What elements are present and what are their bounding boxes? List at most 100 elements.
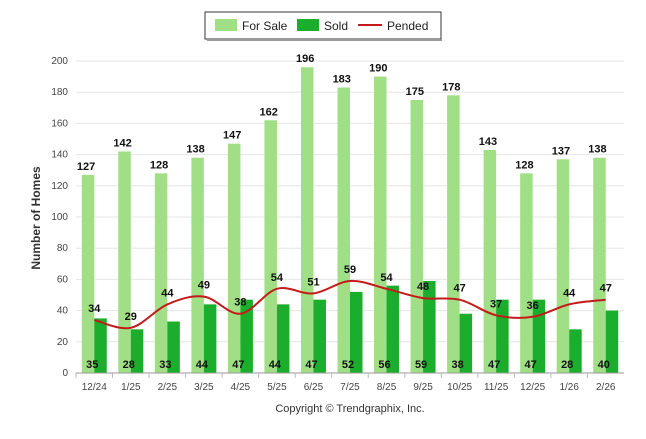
label-sold-2-26: 40: [598, 359, 610, 371]
x-tick-5-25: 5/25: [267, 382, 287, 393]
label-for-sale-5-25: 162: [260, 106, 278, 118]
label-for-sale-6-25: 196: [296, 53, 314, 65]
bar-sold-12-25: [532, 299, 546, 373]
label-sold-2-25: 33: [159, 359, 171, 371]
label-pended-8-25: 54: [380, 272, 393, 284]
bar-for-sale-12-24: [81, 174, 95, 373]
label-pended-10-25: 47: [453, 283, 465, 295]
bar-sold-1-25: [130, 329, 144, 373]
label-sold-4-25: 47: [232, 359, 244, 371]
x-tick-2-26: 2/26: [596, 382, 616, 393]
bar-for-sale-1-26: [556, 159, 570, 373]
label-sold-12-25: 47: [525, 359, 537, 371]
bar-for-sale-1-25: [118, 151, 131, 373]
legend-label-sold: Sold: [324, 19, 348, 33]
x-tick-1-25: 1/25: [121, 382, 141, 393]
bar-for-sale-9-25: [410, 100, 424, 373]
label-pended-4-25: 38: [234, 297, 246, 309]
bar-for-sale-10-25: [447, 95, 460, 373]
bar-sold-3-25: [203, 304, 217, 373]
bar-sold-1-26: [569, 329, 582, 373]
label-sold-1-26: 28: [561, 359, 573, 371]
label-for-sale-4-25: 147: [223, 130, 241, 142]
label-pended-1-26: 44: [563, 287, 576, 299]
label-pended-3-25: 49: [198, 280, 210, 292]
y-tick-80: 80: [57, 243, 69, 254]
legend-box: [204, 11, 442, 40]
label-sold-5-25: 44: [269, 359, 282, 371]
bar-sold-8-25: [386, 285, 400, 373]
legend-swatch-for-sale: [215, 19, 237, 31]
label-for-sale-7-25: 183: [333, 74, 351, 86]
legend-label-for-sale: For Sale: [242, 19, 288, 33]
axes: 0 20 40 60 80 100 120 140 160 180 200 12/24 1/25 2/25…: [51, 56, 624, 393]
y-tick-120: 120: [51, 181, 68, 192]
x-tick-3-25: 3/25: [194, 382, 214, 393]
y-tick-160: 160: [51, 118, 68, 129]
label-sold-9-25: 59: [415, 359, 427, 371]
data-labels: 127 35 142 28 128 33 138 44 147 47 162 44 196 47 183 52…: [77, 53, 612, 371]
bar-sold-2-25: [167, 321, 180, 373]
y-tick-0: 0: [62, 368, 68, 379]
label-sold-1-25: 28: [123, 359, 135, 371]
label-sold-10-25: 38: [451, 359, 463, 371]
x-tick-7-25: 7/25: [340, 382, 360, 393]
x-tick-12-25: 12/25: [520, 382, 545, 393]
label-for-sale-11-25: 143: [479, 136, 497, 148]
bar-sold-7-25: [350, 291, 363, 373]
label-pended-12-24: 34: [88, 303, 101, 315]
label-sold-7-25: 52: [342, 359, 354, 371]
bars: [81, 67, 619, 374]
x-tick-12-24: 12/24: [82, 382, 107, 393]
label-pended-2-25: 44: [161, 287, 174, 299]
label-pended-1-25: 29: [125, 311, 137, 323]
bar-for-sale-4-25: [227, 143, 241, 373]
y-tick-100: 100: [51, 212, 68, 223]
label-for-sale-9-25: 175: [406, 86, 424, 98]
bar-sold-12-24: [94, 318, 107, 373]
label-pended-9-25: 48: [417, 281, 429, 293]
label-for-sale-1-25: 142: [113, 137, 131, 149]
label-for-sale-12-25: 128: [515, 159, 533, 171]
label-pended-2-26: 47: [600, 283, 612, 295]
y-tick-200: 200: [51, 56, 68, 67]
bar-for-sale-2-25: [154, 173, 168, 373]
x-tick-8-25: 8/25: [377, 382, 397, 393]
bar-sold-6-25: [313, 299, 326, 373]
y-tick-60: 60: [57, 274, 69, 285]
bar-sold-10-25: [459, 313, 473, 373]
x-tick-11-25: 11/25: [484, 382, 509, 393]
label-for-sale-1-26: 137: [552, 145, 570, 157]
label-pended-12-25: 36: [527, 300, 539, 312]
label-for-sale-2-25: 128: [150, 159, 168, 171]
label-for-sale-8-25: 190: [369, 63, 387, 75]
label-sold-11-25: 47: [488, 359, 500, 371]
x-tick-4-25: 4/25: [231, 382, 251, 393]
bar-for-sale-12-25: [520, 173, 533, 373]
x-tick-1-26: 1/26: [559, 382, 579, 393]
bar-for-sale-7-25: [337, 87, 350, 374]
label-for-sale-2-26: 138: [588, 144, 606, 156]
x-tick-9-25: 9/25: [413, 382, 433, 393]
label-sold-12-24: 35: [86, 359, 98, 371]
label-pended-6-25: 51: [307, 276, 319, 288]
bar-sold-2-26: [605, 310, 619, 373]
label-pended-5-25: 54: [271, 272, 284, 284]
y-tick-180: 180: [51, 87, 68, 98]
bar-for-sale-5-25: [264, 120, 277, 373]
bar-for-sale-11-25: [483, 149, 497, 373]
y-tick-40: 40: [57, 306, 69, 317]
label-sold-8-25: 56: [378, 359, 390, 371]
label-for-sale-3-25: 138: [186, 144, 204, 156]
label-for-sale-12-24: 127: [77, 161, 95, 173]
pended-line-layer: [94, 279, 606, 330]
y-tick-140: 140: [51, 150, 68, 161]
legend: For Sale Sold Pended: [204, 11, 442, 41]
x-tick-10-25: 10/25: [447, 382, 472, 393]
bar-for-sale-6-25: [300, 67, 314, 374]
legend-swatch-sold: [297, 19, 319, 31]
bar-sold-5-25: [276, 304, 290, 373]
label-sold-6-25: 47: [305, 359, 317, 371]
bar-for-sale-8-25: [374, 76, 387, 373]
